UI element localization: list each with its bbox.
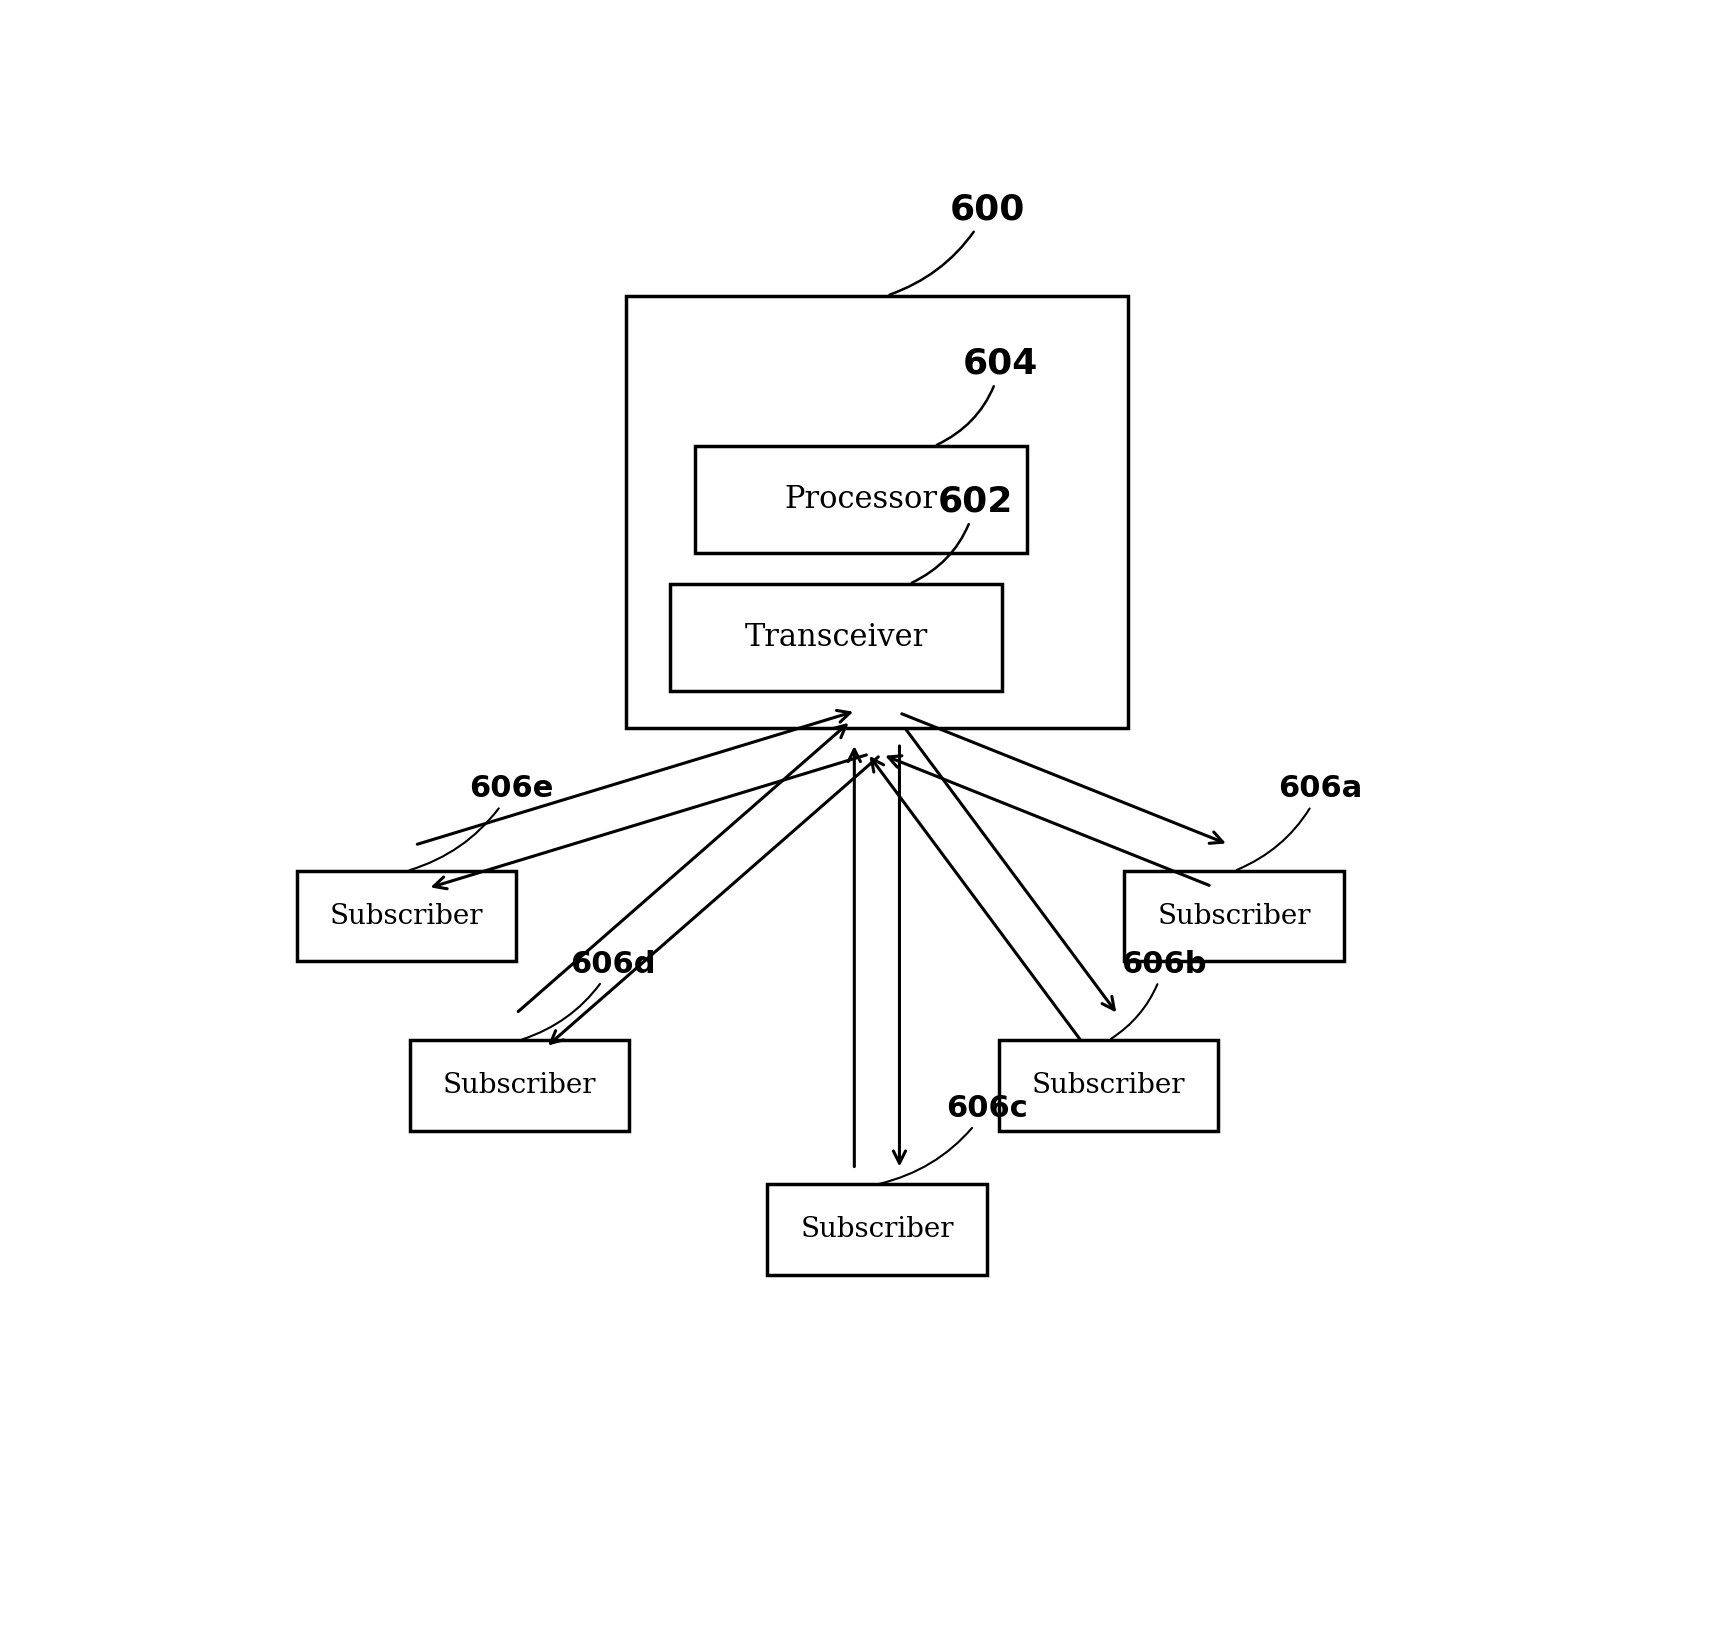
Bar [767, 1185, 987, 1275]
Bar [298, 871, 517, 961]
Text: 600: 600 [890, 192, 1025, 295]
Text: 604: 604 [938, 347, 1039, 444]
Text: Transceiver: Transceiver [744, 622, 927, 653]
Text: 606a: 606a [1237, 775, 1362, 869]
Text: 606e: 606e [409, 775, 554, 871]
Bar [999, 1040, 1218, 1130]
Bar [1124, 871, 1343, 961]
Text: Subscriber: Subscriber [801, 1216, 953, 1244]
Bar [411, 1040, 630, 1130]
Bar [626, 296, 1128, 728]
Bar [671, 584, 1003, 690]
Text: 606c: 606c [879, 1094, 1028, 1184]
Text: Processor: Processor [785, 484, 938, 514]
Text: Subscriber: Subscriber [1157, 902, 1311, 930]
Bar [695, 446, 1027, 552]
Text: Subscriber: Subscriber [330, 902, 484, 930]
Text: 606b: 606b [1110, 949, 1206, 1039]
Text: 602: 602 [912, 485, 1013, 583]
Text: Subscriber: Subscriber [443, 1071, 597, 1099]
Text: Subscriber: Subscriber [1032, 1071, 1186, 1099]
Text: 606d: 606d [522, 949, 655, 1039]
